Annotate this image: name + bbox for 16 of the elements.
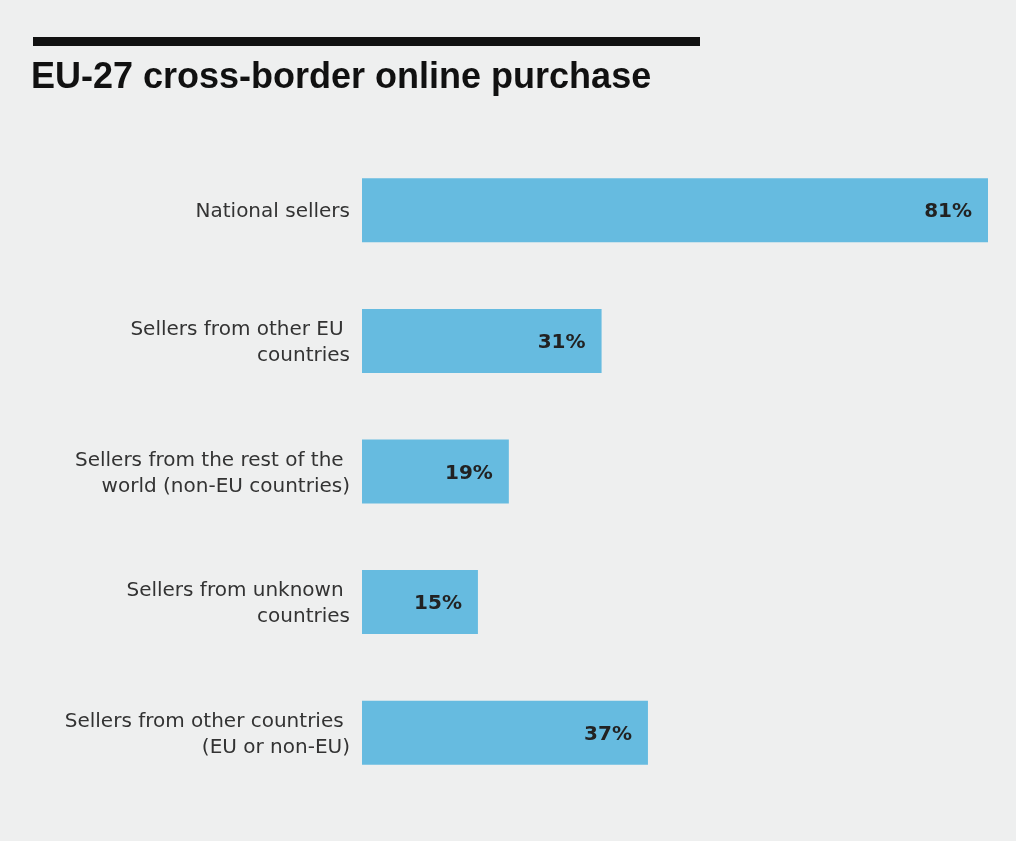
bar [362, 308, 602, 373]
y-tick-label: Sellers from the rest of the world (non-EU countries) [74, 446, 350, 497]
y-tick-label: National sellers [195, 198, 350, 223]
bar [362, 439, 509, 504]
bar [362, 178, 988, 243]
data-label: 15% [414, 590, 462, 615]
y-tick-label: Sellers from unknown countries [126, 577, 350, 628]
data-label: 31% [537, 328, 586, 353]
y-tick-label: Sellers from other countries (EU or non-EU) [64, 707, 350, 758]
y-tick-label: Sellers from other EU countries [130, 315, 350, 366]
data-label: 81% [924, 198, 972, 223]
bar [362, 570, 478, 635]
chart-title: EU-27 cross-border online purchase [31, 54, 652, 96]
data-label: 19% [444, 459, 493, 484]
data-label: 37% [584, 720, 632, 745]
bar [362, 700, 648, 765]
